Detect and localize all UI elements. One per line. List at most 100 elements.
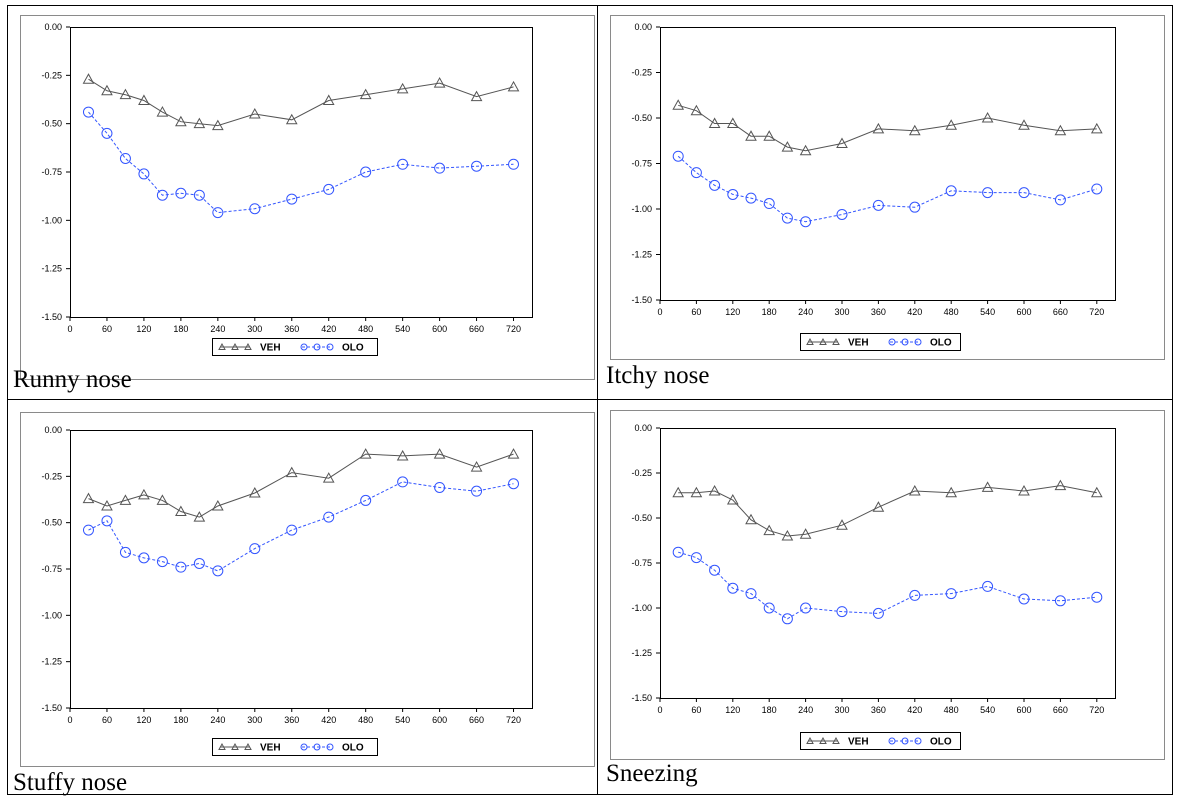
data-point-olo — [323, 183, 335, 195]
chart-frame — [610, 15, 1165, 360]
data-point-veh — [690, 104, 703, 116]
data-point-veh — [981, 111, 994, 123]
data-point-veh — [359, 88, 372, 100]
data-point-olo — [690, 167, 702, 179]
y-tick-label: -1.00 — [631, 204, 652, 214]
x-tick-label: 420 — [321, 324, 336, 334]
y-tick-label: -1.50 — [631, 295, 652, 305]
x-tick-label: 360 — [871, 307, 886, 317]
data-point-veh — [799, 528, 812, 539]
legend-marker-olo — [888, 737, 896, 745]
data-point-veh — [672, 486, 685, 498]
y-tick-label: -1.00 — [41, 215, 62, 225]
data-point-olo — [397, 158, 409, 170]
legend-box — [800, 333, 961, 351]
data-point-veh — [1018, 484, 1030, 496]
data-point-veh — [799, 144, 812, 156]
data-point-olo — [138, 168, 150, 180]
data-point-veh — [193, 117, 206, 129]
legend-marker-veh — [806, 736, 814, 744]
x-tick-label: 480 — [358, 324, 373, 334]
legend-marker-veh — [819, 736, 827, 744]
series-line-veh — [678, 485, 1097, 537]
legend-label-veh: VEH — [848, 737, 869, 748]
legend-label-olo: OLO — [342, 743, 364, 754]
plot-area — [660, 27, 1116, 301]
y-tick-label: -1.00 — [41, 610, 62, 620]
x-tick-label: 300 — [247, 324, 262, 334]
legend-marker-veh — [819, 337, 827, 345]
data-point-olo — [471, 485, 483, 497]
data-point-olo — [138, 552, 150, 564]
data-point-veh — [101, 84, 113, 96]
y-tick-label: -1.25 — [41, 657, 62, 667]
data-point-olo — [508, 478, 520, 490]
data-point-olo — [360, 166, 372, 178]
y-tick-label: -1.50 — [41, 703, 62, 713]
legend-marker-olo — [326, 743, 334, 751]
data-point-olo — [156, 189, 168, 201]
y-tick-label: -0.50 — [631, 513, 652, 523]
data-point-olo — [672, 546, 684, 558]
data-point-veh — [872, 501, 885, 512]
data-point-olo — [101, 515, 113, 527]
x-tick-label: 180 — [762, 307, 777, 317]
y-tick-label: -0.25 — [41, 471, 62, 481]
data-point-veh — [1090, 486, 1103, 498]
legend-marker-veh — [218, 742, 226, 750]
x-tick-label: 660 — [1053, 307, 1068, 317]
data-point-veh — [981, 481, 994, 492]
data-point-olo — [909, 589, 921, 601]
caption-sneezing: Sneezing — [606, 760, 698, 787]
data-point-veh — [872, 122, 885, 134]
data-point-veh — [285, 113, 298, 125]
chart-runny-nose: 0.00 -0.25 -0.50 -0.75 -1.00 -1.25 -1.50 0 60 120… — [20, 15, 595, 380]
data-point-veh — [156, 106, 169, 117]
x-tick-label: 480 — [358, 715, 373, 725]
series-line-olo — [88, 111, 514, 214]
legend-marker-veh — [244, 742, 252, 750]
data-point-veh — [1054, 124, 1067, 136]
data-point-veh — [836, 137, 848, 148]
caption-itchy-nose: Itchy nose — [606, 362, 710, 389]
x-tick-label: 300 — [834, 307, 849, 317]
y-tick-label: -1.25 — [41, 264, 62, 274]
data-point-veh — [708, 484, 721, 496]
x-tick-label: 720 — [1089, 705, 1104, 715]
x-tick-label: 0 — [657, 705, 662, 715]
data-point-olo — [1091, 183, 1103, 195]
legend-label-veh: VEH — [848, 338, 869, 349]
x-tick-label: 600 — [1016, 307, 1031, 317]
data-point-olo — [781, 613, 793, 625]
data-point-veh — [745, 513, 757, 525]
data-point-olo — [434, 162, 446, 174]
data-point-veh — [1018, 119, 1030, 130]
data-point-veh — [211, 119, 224, 131]
x-tick-label: 60 — [102, 324, 112, 334]
data-point-olo — [690, 552, 702, 564]
data-point-olo — [982, 580, 994, 592]
x-tick-label: 360 — [284, 324, 299, 334]
legend-marker-olo — [300, 343, 308, 351]
data-point-olo — [508, 158, 520, 170]
y-tick-label: 0.00 — [634, 22, 652, 32]
x-tick-label: 300 — [247, 715, 262, 725]
data-point-veh — [138, 94, 150, 105]
data-point-veh — [433, 448, 446, 459]
data-point-olo — [800, 602, 812, 614]
data-point-olo — [249, 203, 261, 215]
y-tick-label: 0.00 — [44, 22, 62, 32]
series-line-veh — [88, 453, 514, 518]
data-point-veh — [211, 499, 224, 511]
legend-marker-olo — [901, 338, 909, 346]
data-point-olo — [360, 494, 372, 506]
plot-area — [70, 27, 533, 318]
data-point-olo — [119, 546, 131, 558]
data-point-olo — [249, 543, 261, 555]
data-point-veh — [285, 466, 298, 478]
data-point-olo — [1091, 591, 1103, 603]
data-point-olo — [945, 588, 957, 600]
data-point-olo — [82, 524, 94, 536]
x-tick-label: 120 — [725, 705, 740, 715]
data-point-veh — [138, 488, 150, 500]
